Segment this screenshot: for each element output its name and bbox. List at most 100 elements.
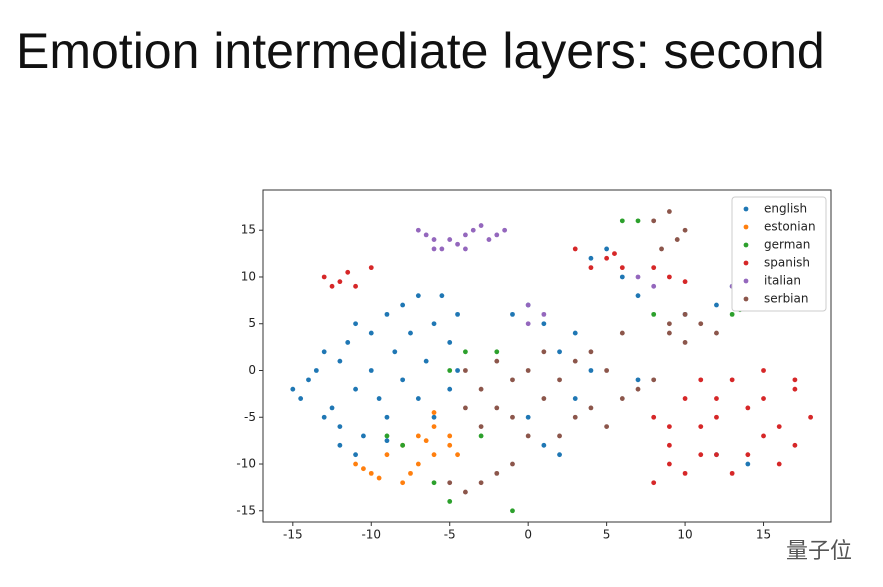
- point: [345, 340, 351, 345]
- point: [415, 396, 421, 401]
- legend-label: serbian: [764, 292, 808, 306]
- point: [353, 461, 358, 467]
- point: [745, 461, 751, 467]
- point: [478, 223, 484, 228]
- point: [698, 424, 704, 430]
- point: [714, 452, 719, 458]
- point: [447, 368, 453, 373]
- point: [714, 414, 719, 420]
- point: [666, 330, 672, 336]
- point: [494, 349, 500, 355]
- legend-marker: [743, 260, 749, 266]
- y-tick-label: 0: [248, 363, 256, 377]
- point: [384, 311, 390, 317]
- x-tick-label: -10: [361, 528, 381, 542]
- point: [415, 433, 421, 439]
- point: [612, 251, 617, 256]
- point: [337, 358, 343, 364]
- point: [463, 349, 468, 355]
- point: [572, 358, 578, 364]
- point: [557, 377, 562, 383]
- point: [329, 405, 335, 411]
- point: [384, 438, 390, 444]
- point: [494, 405, 500, 411]
- point: [447, 237, 453, 242]
- x-tick-label: 5: [603, 528, 611, 542]
- point: [455, 311, 460, 317]
- point: [400, 302, 406, 308]
- point: [808, 414, 814, 420]
- point: [368, 470, 374, 476]
- point: [666, 424, 672, 430]
- point: [525, 321, 531, 327]
- point: [588, 255, 594, 261]
- point: [463, 246, 468, 252]
- point: [353, 283, 358, 289]
- legend-marker: [743, 296, 749, 302]
- point: [478, 480, 484, 486]
- point: [541, 396, 547, 401]
- point: [478, 386, 484, 392]
- point: [666, 461, 672, 467]
- point: [525, 414, 531, 420]
- point: [376, 396, 382, 401]
- point: [400, 377, 406, 383]
- point: [510, 311, 515, 317]
- watermark: 量子位: [786, 539, 853, 564]
- legend-label: spanish: [764, 256, 810, 270]
- point: [431, 321, 437, 327]
- point: [666, 209, 672, 214]
- point: [423, 232, 429, 238]
- point: [729, 311, 735, 317]
- point: [572, 246, 578, 252]
- point: [455, 368, 460, 373]
- point: [541, 311, 547, 317]
- legend-marker: [743, 278, 749, 284]
- point: [761, 433, 766, 439]
- y-tick-label: -5: [244, 410, 256, 424]
- x-tick-label: 0: [524, 528, 532, 542]
- point: [604, 255, 610, 261]
- y-tick-label: 15: [241, 223, 256, 237]
- point: [431, 237, 437, 242]
- point: [431, 410, 437, 415]
- point: [714, 302, 719, 308]
- point: [400, 480, 406, 486]
- legend-marker: [743, 206, 749, 212]
- point: [368, 368, 374, 373]
- point: [510, 414, 515, 420]
- legend-label: english: [764, 202, 807, 216]
- point: [635, 293, 641, 299]
- point: [337, 279, 343, 285]
- point: [588, 349, 594, 355]
- point: [431, 452, 437, 458]
- point: [635, 274, 641, 280]
- point: [659, 246, 664, 252]
- point: [557, 452, 562, 458]
- point: [447, 386, 453, 392]
- point: [361, 466, 366, 472]
- point: [384, 414, 390, 420]
- point: [368, 330, 374, 336]
- y-tick-label: 10: [241, 269, 256, 283]
- slide-title: Emotion intermediate layers: second: [16, 23, 825, 79]
- point: [494, 232, 500, 238]
- point: [415, 293, 421, 299]
- point: [588, 265, 594, 271]
- point: [698, 377, 704, 383]
- point: [635, 386, 641, 392]
- point: [463, 405, 468, 411]
- point: [415, 461, 421, 467]
- point: [761, 396, 766, 401]
- point: [682, 340, 688, 345]
- x-tick-label: 10: [677, 528, 692, 542]
- point: [321, 414, 327, 420]
- point: [439, 293, 445, 299]
- point: [447, 442, 453, 448]
- point: [400, 442, 406, 448]
- point: [541, 442, 547, 448]
- point: [447, 480, 453, 486]
- point: [431, 246, 437, 252]
- point: [682, 470, 688, 476]
- point: [792, 442, 798, 448]
